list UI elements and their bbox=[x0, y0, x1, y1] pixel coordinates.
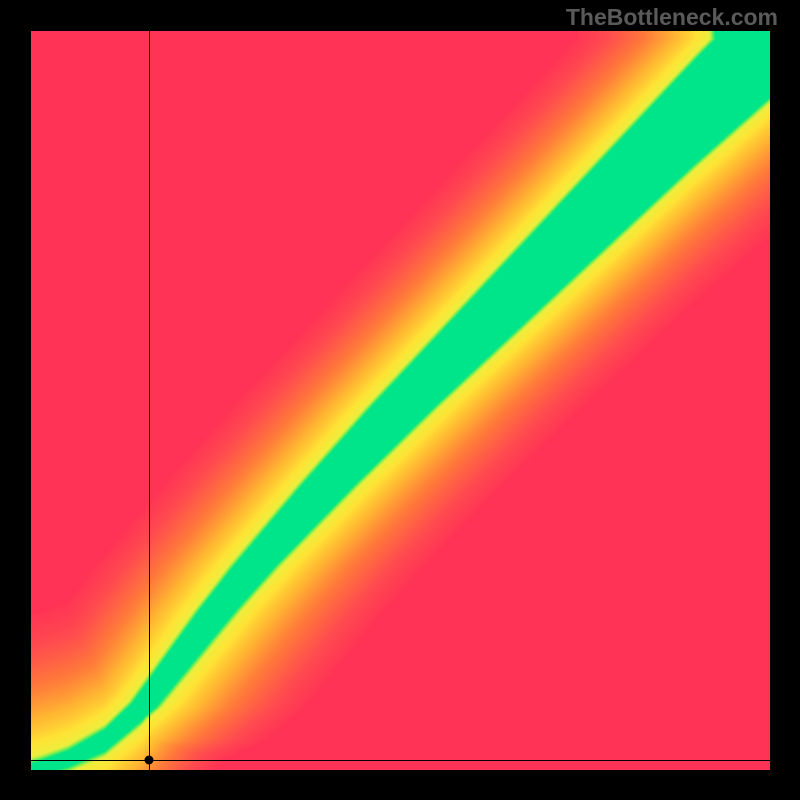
crosshair-vertical bbox=[149, 31, 150, 770]
watermark-text: TheBottleneck.com bbox=[566, 4, 778, 31]
chart-container: TheBottleneck.com bbox=[0, 0, 800, 800]
heatmap-canvas bbox=[31, 31, 770, 770]
crosshair-marker bbox=[145, 756, 154, 765]
crosshair-horizontal bbox=[31, 760, 770, 761]
plot-area bbox=[31, 31, 770, 770]
